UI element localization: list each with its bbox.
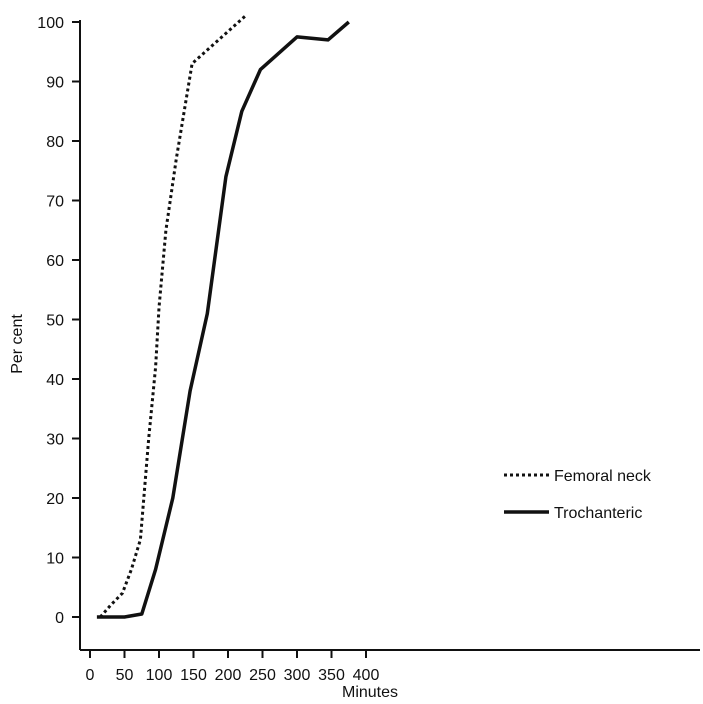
x-tick-label: 0 xyxy=(86,667,95,684)
y-ticks: 0 10 20 30 40 50 60 70 80 90 100 xyxy=(37,15,80,627)
y-tick-label: 50 xyxy=(46,313,64,330)
femoral-neck-line xyxy=(99,14,247,618)
y-tick-label: 100 xyxy=(37,15,64,32)
legend: Femoral neck Trochanteric xyxy=(504,468,652,522)
y-tick-label: 60 xyxy=(46,253,64,270)
y-tick-label: 40 xyxy=(46,372,64,389)
x-tick-label: 200 xyxy=(215,667,242,684)
y-tick-label: 90 xyxy=(46,75,64,92)
x-tick-label: 100 xyxy=(146,667,173,684)
y-tick-label: 0 xyxy=(55,610,64,627)
series-layer xyxy=(96,14,350,619)
y-tick-label: 80 xyxy=(46,134,64,151)
x-tick-label: 400 xyxy=(353,667,380,684)
y-tick-label: 10 xyxy=(46,551,64,568)
y-tick-label: 70 xyxy=(46,194,64,211)
legend-label: Femoral neck xyxy=(554,468,652,485)
x-tick-label: 50 xyxy=(116,667,134,684)
x-tick-label: 250 xyxy=(249,667,276,684)
x-ticks: 0 50 100 150 200 250 300 350 400 xyxy=(86,650,380,684)
x-axis-title: Minutes xyxy=(342,684,398,701)
y-tick-label: 20 xyxy=(46,491,64,508)
legend-label: Trochanteric xyxy=(554,505,642,522)
x-tick-label: 150 xyxy=(180,667,207,684)
x-tick-label: 350 xyxy=(318,667,345,684)
axes xyxy=(79,20,700,651)
x-tick-label: 300 xyxy=(284,667,311,684)
trochanteric-line xyxy=(96,20,350,619)
y-tick-label: 30 xyxy=(46,432,64,449)
y-axis-title: Per cent xyxy=(9,314,26,374)
